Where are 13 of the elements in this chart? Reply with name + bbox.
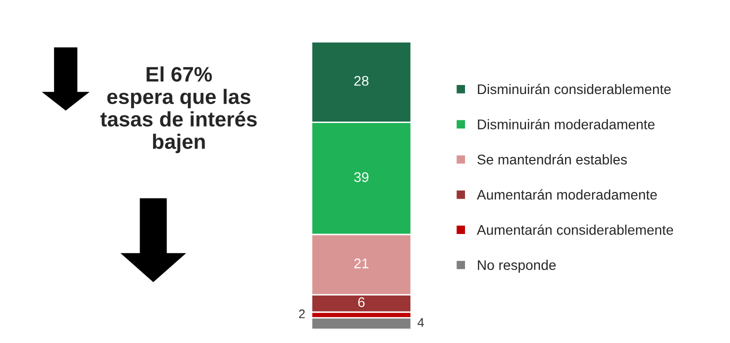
text: El 67% espera que las tasas de interés bajen — [100, 66, 257, 154]
data-label: 4 — [418, 318, 424, 327]
legend-label: Disminuirán moderadamente — [478, 118, 655, 130]
data-label: 2 — [299, 309, 305, 318]
data-label: 21 — [354, 258, 368, 268]
legend-label: Aumentarán moderadamente — [476, 189, 657, 200]
legend-label: Se mantendrán estables — [477, 154, 627, 165]
legend-label: Aumentarán considerablemente — [476, 224, 674, 235]
legend-label: No responde — [478, 260, 556, 273]
legend-label: Disminuirán considerablemente — [478, 84, 671, 94]
data-label: 28 — [354, 76, 368, 86]
data-label: 6 — [358, 297, 365, 308]
data-label: 39 — [354, 172, 368, 182]
